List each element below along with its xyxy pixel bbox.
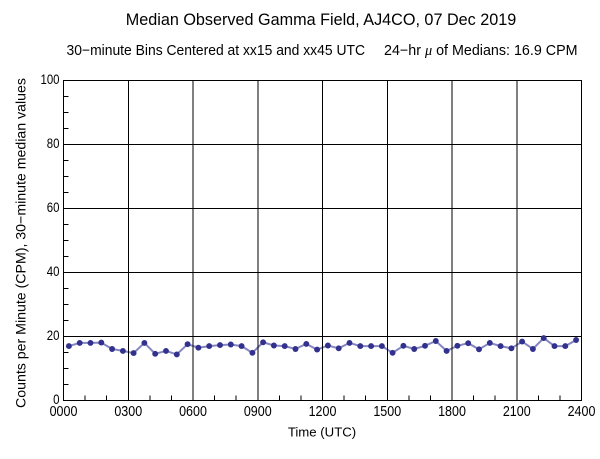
svg-text:0: 0 — [53, 392, 60, 407]
svg-text:2400: 2400 — [568, 404, 596, 420]
svg-text:Counts per Minute (CPM), 30−mi: Counts per Minute (CPM), 30−minute media… — [14, 78, 30, 408]
svg-text:80: 80 — [47, 136, 60, 151]
svg-text:30−minute Bins Centered at xx1: 30−minute Bins Centered at xx15 and xx45… — [67, 43, 366, 59]
svg-text:1200: 1200 — [309, 404, 337, 420]
svg-text:60: 60 — [47, 200, 60, 215]
svg-text:0300: 0300 — [114, 404, 142, 420]
svg-text:100: 100 — [41, 72, 60, 87]
svg-text:Time (UTC): Time (UTC) — [288, 425, 356, 440]
svg-text:1500: 1500 — [373, 404, 401, 420]
svg-text:40: 40 — [47, 264, 60, 279]
svg-text:0900: 0900 — [244, 404, 272, 420]
svg-text:0000: 0000 — [50, 404, 78, 420]
svg-text:2100: 2100 — [503, 404, 531, 420]
svg-text:20: 20 — [47, 328, 60, 343]
svg-text:24−hr μ of Medians: 16.9 CPM: 24−hr μ of Medians: 16.9 CPM — [384, 43, 578, 59]
svg-text:Median Observed Gamma Field, A: Median Observed Gamma Field, AJ4CO, 07 D… — [126, 11, 516, 29]
svg-text:1800: 1800 — [438, 404, 466, 420]
svg-text:0600: 0600 — [179, 404, 207, 420]
